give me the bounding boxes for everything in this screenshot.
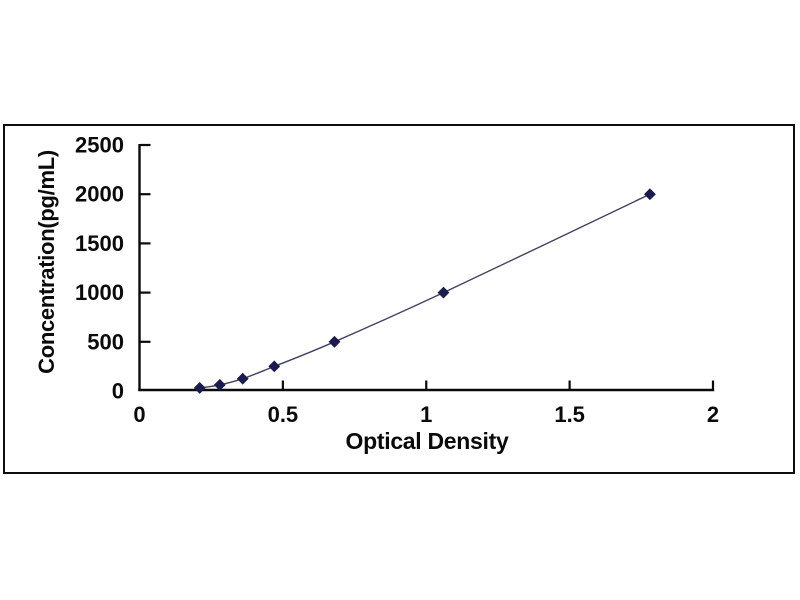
data-point-marker <box>268 360 281 373</box>
y-tick-label: 500 <box>87 329 124 354</box>
y-tick-label: 2000 <box>75 182 124 207</box>
x-tick-label: 1.5 <box>554 402 585 427</box>
y-tick-label: 2500 <box>75 133 124 158</box>
curve-line <box>199 193 651 389</box>
chart-frame <box>3 124 795 474</box>
data-point-marker <box>236 372 249 385</box>
x-axis-title: Optical Density <box>345 428 509 454</box>
x-tick-label: 2 <box>707 402 719 427</box>
data-point-marker <box>644 188 656 201</box>
data-point-marker <box>193 382 206 394</box>
y-tick-label: 1000 <box>75 280 124 305</box>
data-point-marker <box>213 378 226 391</box>
data-point-marker <box>328 335 341 348</box>
y-axis-title: Concentration(pg/mL) <box>34 150 59 374</box>
x-tick-label: 1 <box>420 402 432 427</box>
y-tick-label: 1500 <box>75 231 124 256</box>
y-tick-label: 0 <box>112 379 124 404</box>
x-tick-label: 0 <box>133 402 145 427</box>
x-tick-label: 0.5 <box>268 402 299 427</box>
data-point-marker <box>437 286 450 299</box>
